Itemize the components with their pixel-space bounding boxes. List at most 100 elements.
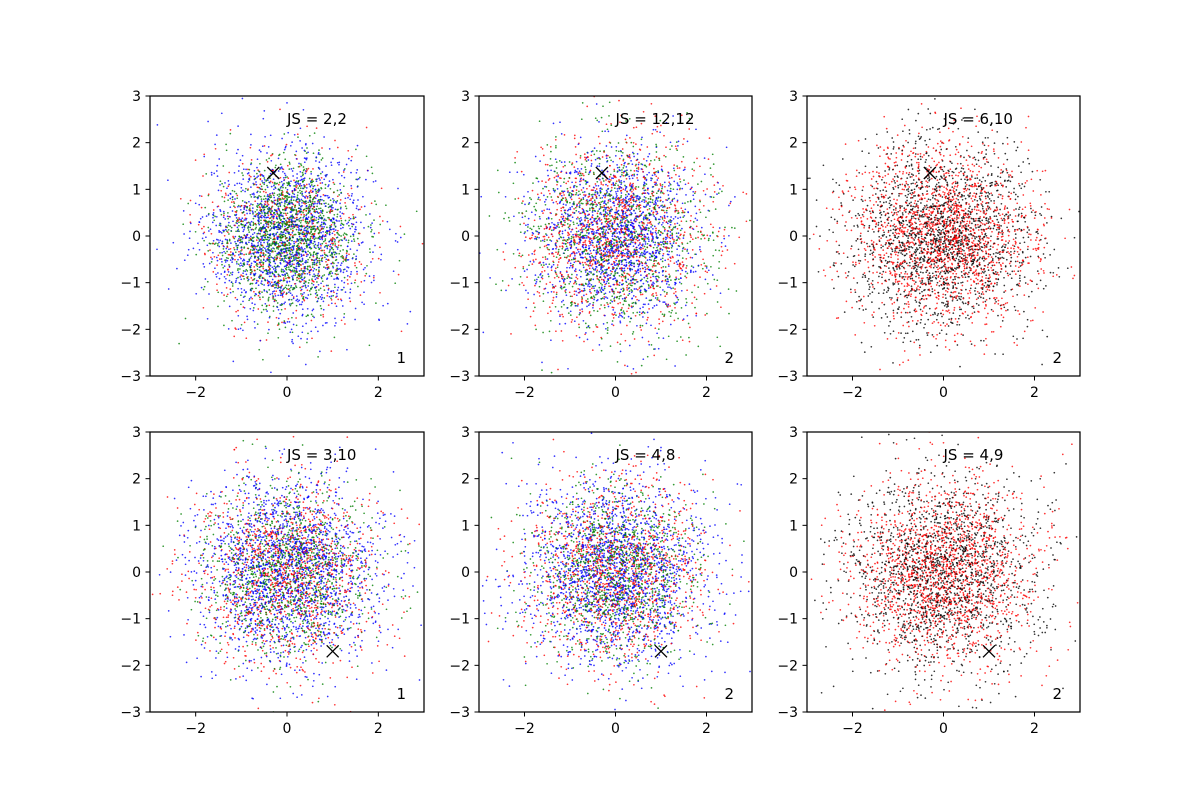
scatter-point (307, 151, 309, 154)
scatter-point (207, 193, 210, 196)
scatter-point (303, 237, 306, 240)
scatter-point (238, 217, 240, 219)
scatter-point (285, 143, 288, 146)
scatter-point (156, 124, 159, 126)
scatter-point (330, 251, 333, 254)
scatter-point (651, 270, 654, 272)
scatter-point (328, 148, 331, 150)
scatter-point (682, 156, 685, 158)
scatter-point (310, 242, 313, 244)
scatter-point (336, 213, 339, 216)
scatter-point (538, 120, 541, 123)
scatter-point (260, 216, 262, 219)
scatter-point (668, 184, 670, 187)
scatter-point (262, 252, 265, 255)
scatter-point (265, 308, 267, 311)
scatter-point (298, 346, 301, 349)
scatter-point (697, 86, 699, 88)
scatter-point (307, 294, 310, 296)
scatter-point (313, 206, 315, 209)
scatter-point (326, 226, 328, 229)
scatter-point (277, 170, 280, 172)
scatter-point (250, 255, 253, 258)
scatter-point (233, 246, 235, 249)
scatter-point (603, 217, 606, 220)
scatter-point (333, 213, 336, 216)
scatter-point (233, 248, 236, 251)
scatter-point (341, 257, 344, 259)
scatter-point (709, 71, 711, 73)
scatter-point (270, 196, 273, 199)
scatter-point (277, 323, 280, 326)
scatter-point (277, 197, 279, 200)
scatter-point (313, 238, 316, 241)
scatter-point (277, 284, 280, 286)
scatter-point (600, 287, 603, 290)
scatter-point (340, 217, 342, 220)
scatter-point (211, 201, 214, 204)
scatter-point (274, 293, 276, 295)
scatter-point (230, 201, 233, 203)
scatter-point (218, 229, 220, 232)
scatter-point (239, 262, 242, 265)
scatter-point (201, 216, 204, 218)
scatter-point (306, 217, 309, 220)
scatter-point (281, 244, 283, 247)
scatter-point (616, 190, 619, 192)
scatter-point (642, 303, 645, 306)
scatter-point (282, 209, 284, 211)
scatter-point (277, 253, 280, 256)
scatter-point (352, 199, 355, 202)
scatter-point (272, 220, 275, 223)
scatter-point (264, 222, 267, 225)
scatter-point (347, 157, 350, 160)
scatter-point (625, 166, 628, 168)
scatter-point (293, 240, 295, 243)
scatter-point (380, 258, 382, 261)
scatter-point (273, 247, 276, 250)
scatter-point (673, 302, 675, 305)
scatter-point (277, 317, 280, 320)
scatter-point (596, 192, 599, 195)
scatter-point (358, 244, 361, 246)
scatter-point (333, 291, 335, 294)
scatter-point (279, 239, 282, 242)
scatter-point (228, 253, 231, 256)
scatter-point (266, 272, 269, 275)
scatter-point (353, 281, 356, 284)
scatter-point (298, 303, 301, 306)
scatter-point (656, 200, 659, 202)
scatter-point (298, 260, 301, 263)
scatter-point (322, 315, 325, 318)
scatter-point (267, 221, 269, 224)
x-tick-label: −2 (185, 385, 206, 401)
scatter-point (646, 246, 649, 249)
scatter-point (295, 186, 298, 189)
scatter-point (267, 223, 270, 225)
scatter-point (268, 260, 271, 263)
scatter-point (325, 219, 327, 222)
scatter-point (259, 292, 261, 295)
scatter-point (261, 237, 263, 240)
scatter-point (225, 295, 228, 298)
scatter-point (347, 221, 350, 224)
scatter-point (312, 187, 314, 190)
scatter-point (356, 144, 359, 147)
scatter-point (295, 299, 298, 302)
scatter-point (725, 146, 728, 149)
scatter-point (241, 226, 244, 229)
scatter-point (315, 262, 318, 265)
scatter-point (225, 247, 228, 250)
scatter-point (314, 202, 316, 205)
scatter-point (296, 194, 299, 197)
scatter-point (202, 288, 205, 291)
scatter-point (229, 197, 232, 200)
scatter-point (336, 146, 339, 149)
scatter-point (235, 210, 238, 212)
scatter-point (619, 169, 621, 172)
scatter-point (242, 300, 244, 303)
scatter-point (294, 258, 297, 260)
scatter-point (320, 249, 323, 252)
scatter-point (304, 219, 307, 221)
scatter-point (223, 265, 226, 267)
